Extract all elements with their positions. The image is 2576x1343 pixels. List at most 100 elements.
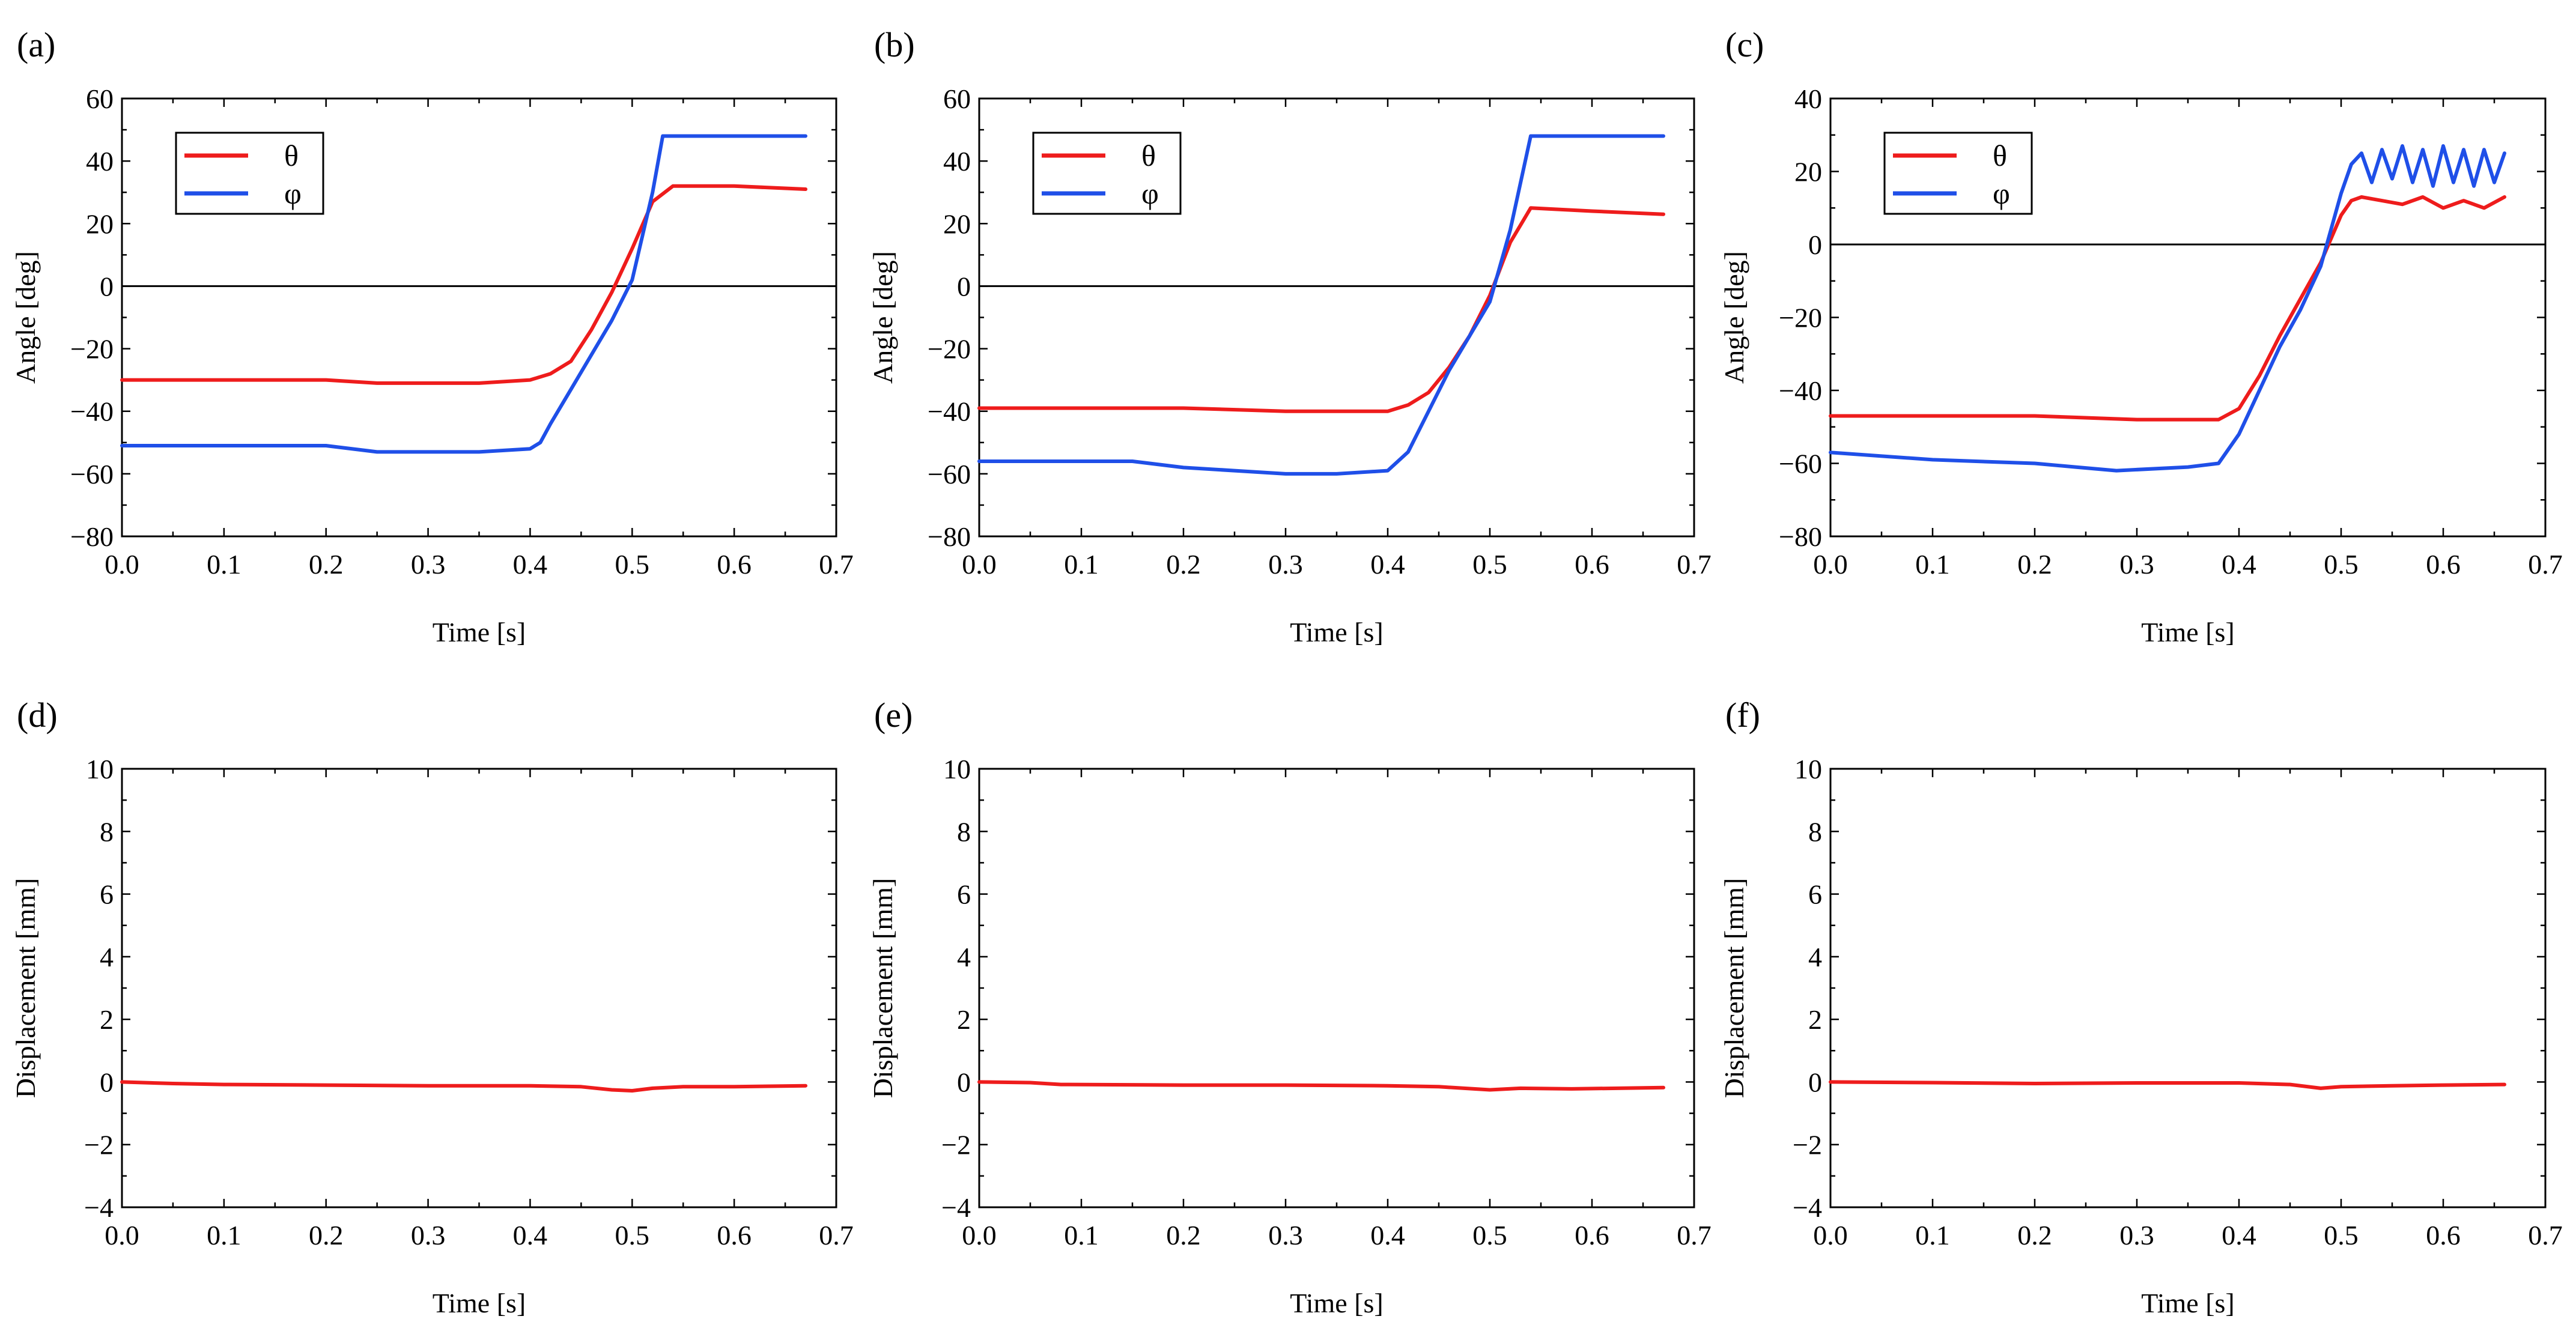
y-tick-label: 20 bbox=[86, 208, 114, 239]
legend-label: φ bbox=[1141, 177, 1159, 210]
x-tick-label: 0.2 bbox=[2017, 549, 2052, 580]
series-line-phi bbox=[120, 134, 807, 454]
x-tick-label: 0.7 bbox=[819, 549, 854, 580]
y-tick-label: −4 bbox=[1793, 1192, 1822, 1223]
y-tick-label: 0 bbox=[957, 1067, 971, 1097]
series-line-theta bbox=[1829, 195, 2506, 422]
legend-label: θ bbox=[1141, 139, 1156, 172]
y-tick-label: 8 bbox=[957, 816, 971, 847]
y-tick-label: −40 bbox=[928, 396, 971, 427]
x-tick-label: 0.3 bbox=[1268, 549, 1303, 580]
panel-label: (c) bbox=[1725, 25, 1764, 64]
x-tick-label: 0.6 bbox=[717, 549, 752, 580]
y-tick-label: 10 bbox=[943, 754, 971, 784]
x-tick-label: 0.7 bbox=[819, 1220, 854, 1251]
x-tick-label: 0.6 bbox=[1575, 1220, 1609, 1251]
x-tick-label: 0.3 bbox=[411, 549, 446, 580]
x-tick-label: 0.2 bbox=[2017, 1220, 2052, 1251]
panel-label: (a) bbox=[17, 25, 55, 64]
y-tick-label: −80 bbox=[70, 521, 114, 552]
chart-panel-b: (b) 60 40 20 0 −20 −40 −60 −800.0 0.1 0.2 0.3 0.4 0.5… bbox=[867, 25, 1712, 647]
y-tick-label: 40 bbox=[1794, 83, 1822, 114]
y-axis-label: Angle [deg] bbox=[1719, 251, 1749, 384]
y-axis-label: Displacement [mm] bbox=[867, 878, 898, 1099]
x-tick-label: 0.0 bbox=[962, 1220, 997, 1251]
y-tick-label: 10 bbox=[86, 754, 114, 784]
panel-label: (b) bbox=[874, 25, 915, 64]
legend-box bbox=[1883, 132, 2033, 215]
chart-panel-a: (a) 60 40 20 0 −20 −40 −60 −800.0 0.1 0.2 0.3 0.4 0.5… bbox=[10, 25, 854, 647]
y-tick-label: 60 bbox=[943, 83, 971, 114]
y-tick-label: 0 bbox=[100, 1067, 114, 1097]
y-tick-label: −60 bbox=[928, 459, 971, 490]
x-tick-label: 0.0 bbox=[105, 1220, 139, 1251]
x-tick-label: 0.5 bbox=[1472, 1220, 1507, 1251]
legend-box bbox=[175, 132, 324, 215]
x-tick-label: 0.5 bbox=[2324, 1220, 2359, 1251]
y-tick-label: 4 bbox=[1808, 942, 1822, 972]
legend: θφ bbox=[1032, 132, 1182, 215]
x-tick-label: 0.6 bbox=[717, 1220, 752, 1251]
y-tick-label: −60 bbox=[70, 459, 114, 490]
x-tick-label: 0.0 bbox=[1813, 549, 1848, 580]
y-tick-label: 0 bbox=[957, 271, 971, 302]
y-tick-label: −60 bbox=[1779, 449, 1822, 479]
x-tick-label: 0.0 bbox=[1813, 1220, 1848, 1251]
series-line-theta bbox=[977, 206, 1665, 413]
y-axis-label: Angle [deg] bbox=[10, 251, 41, 384]
x-tick-label: 0.4 bbox=[2222, 1220, 2256, 1251]
y-tick-label: −80 bbox=[928, 521, 971, 552]
legend: θφ bbox=[175, 132, 324, 215]
x-tick-label: 0.1 bbox=[1064, 549, 1099, 580]
y-tick-label: −2 bbox=[84, 1130, 114, 1160]
x-tick-label: 0.2 bbox=[309, 1220, 344, 1251]
y-tick-label: 6 bbox=[957, 879, 971, 910]
x-axis-label: Time [s] bbox=[433, 617, 526, 647]
x-tick-label: 0.1 bbox=[1064, 1220, 1099, 1251]
y-tick-label: 4 bbox=[957, 942, 971, 972]
x-tick-label: 0.3 bbox=[2119, 549, 2154, 580]
legend-label: θ bbox=[1993, 139, 2007, 172]
panel-label: (d) bbox=[17, 696, 58, 735]
x-tick-label: 0.4 bbox=[1370, 1220, 1405, 1251]
y-tick-label: 0 bbox=[100, 271, 114, 302]
x-axis-label: Time [s] bbox=[2141, 617, 2235, 647]
x-tick-label: 0.3 bbox=[2119, 1220, 2154, 1251]
x-tick-label: 0.4 bbox=[513, 1220, 548, 1251]
y-tick-label: 0 bbox=[1808, 1067, 1822, 1097]
x-tick-label: 0.7 bbox=[2528, 549, 2563, 580]
series-line-displacement bbox=[1829, 1080, 2506, 1090]
y-tick-label: −20 bbox=[928, 334, 971, 365]
x-axis-label: Time [s] bbox=[1290, 617, 1384, 647]
y-tick-label: 2 bbox=[100, 1004, 114, 1035]
series-line-phi bbox=[1829, 144, 2506, 473]
y-tick-label: 2 bbox=[1808, 1004, 1822, 1035]
x-axis-label: Time [s] bbox=[433, 1288, 526, 1318]
x-tick-label: 0.7 bbox=[1677, 1220, 1712, 1251]
series-line-theta bbox=[120, 184, 807, 385]
y-axis-label: Angle [deg] bbox=[867, 251, 898, 384]
legend-label: φ bbox=[284, 177, 302, 210]
legend-label: θ bbox=[284, 139, 299, 172]
x-tick-label: 0.5 bbox=[615, 1220, 650, 1251]
y-tick-label: 20 bbox=[1794, 157, 1822, 187]
x-tick-label: 0.0 bbox=[962, 549, 997, 580]
y-tick-label: 20 bbox=[943, 208, 971, 239]
x-tick-label: 0.7 bbox=[2528, 1220, 2563, 1251]
x-tick-label: 0.1 bbox=[1915, 1220, 1950, 1251]
x-tick-label: 0.6 bbox=[2426, 549, 2461, 580]
x-tick-label: 0.5 bbox=[615, 549, 650, 580]
y-tick-label: 6 bbox=[1808, 879, 1822, 910]
x-tick-label: 0.4 bbox=[1370, 549, 1405, 580]
y-tick-label: −40 bbox=[1779, 375, 1822, 406]
y-tick-label: 40 bbox=[86, 146, 114, 177]
x-tick-label: 0.5 bbox=[2324, 549, 2359, 580]
x-tick-label: 0.5 bbox=[1472, 549, 1507, 580]
chart-panel-e: (e) 10 8 6 4 2 0 −2 −40.0 0.1 0.2 0.3 0.4 0.5 0.6 0.7 Ti… bbox=[867, 696, 1712, 1318]
x-tick-label: 0.0 bbox=[105, 549, 139, 580]
y-tick-label: 6 bbox=[100, 879, 114, 910]
chart-panel-f: (f) 10 8 6 4 2 0 −2 −40.0 0.1 0.2 0.3 0.4 0.5 0.6 0.7 Ti… bbox=[1719, 696, 2563, 1318]
x-tick-label: 0.1 bbox=[1915, 549, 1950, 580]
plot-frame bbox=[1829, 768, 2547, 1208]
